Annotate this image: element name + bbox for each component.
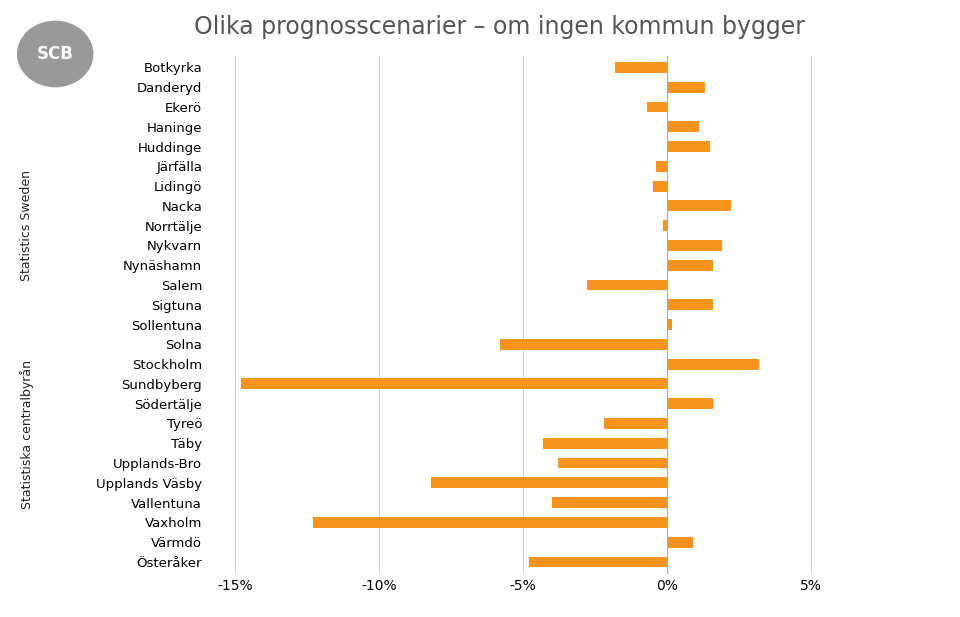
Bar (587, 280, 667, 291)
Bar (558, 458, 667, 468)
Bar (667, 260, 713, 271)
Bar (667, 319, 672, 330)
Bar (313, 517, 667, 528)
Bar (604, 418, 667, 429)
Bar (667, 358, 759, 370)
Bar (543, 438, 667, 449)
Bar (667, 141, 710, 152)
Bar (667, 299, 713, 310)
Bar (647, 102, 667, 112)
Text: Olika prognosscenarier – om ingen kommun bygger: Olika prognosscenarier – om ingen kommun… (194, 15, 804, 39)
Bar (662, 220, 667, 231)
Text: Statistiska centralbyrån: Statistiska centralbyrån (20, 360, 34, 510)
Bar (552, 497, 667, 508)
Bar (667, 122, 699, 132)
Bar (529, 557, 667, 568)
Bar (431, 478, 667, 488)
Bar (241, 378, 667, 389)
Bar (656, 161, 667, 172)
Bar (667, 537, 693, 548)
Bar (667, 201, 731, 211)
Bar (667, 398, 713, 409)
Bar (500, 339, 667, 350)
Text: SCB: SCB (36, 45, 74, 63)
Text: Statistics Sweden: Statistics Sweden (20, 170, 34, 281)
Bar (653, 181, 667, 191)
Bar (667, 240, 722, 251)
Bar (667, 81, 705, 93)
Circle shape (17, 22, 93, 86)
Bar (615, 62, 667, 73)
